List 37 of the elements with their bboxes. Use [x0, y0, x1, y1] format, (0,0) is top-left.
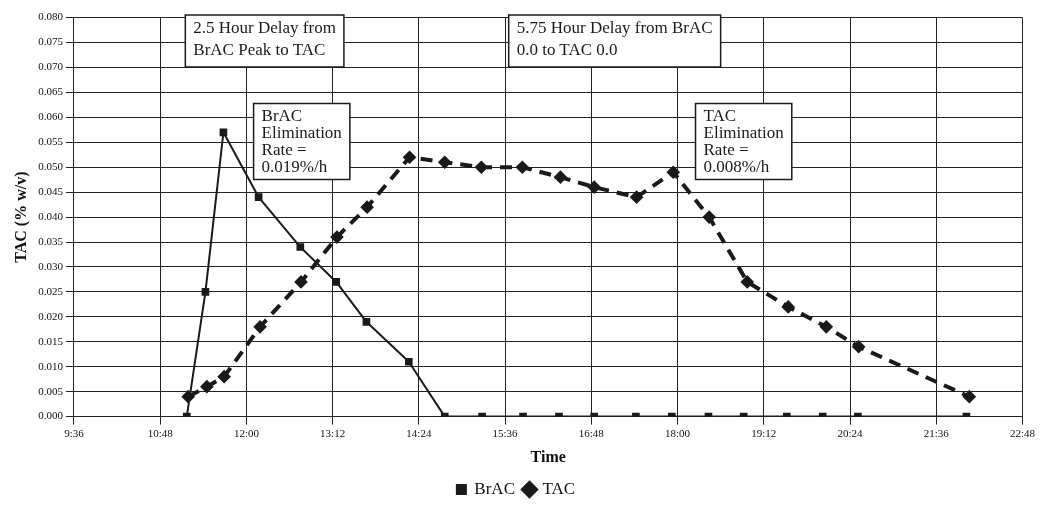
annotation: 2.5 Hour Delay from BrAC Peak to TAC — [193, 18, 336, 60]
y-tick-label: 0.060 — [38, 110, 64, 123]
annotation: BrAC Elimination Rate = 0.019%/h — [261, 106, 343, 177]
y-tick-label: 0.015 — [38, 334, 64, 347]
x-tick-label: 21:36 — [923, 427, 950, 440]
y-tick-label: 0.000 — [38, 409, 64, 422]
y-tick-label: 0.075 — [38, 35, 64, 48]
legend-label: TAC — [542, 478, 576, 498]
x-tick-label: 12:00 — [233, 427, 260, 440]
y-axis-title: TAC (% w/v) — [11, 171, 30, 263]
x-axis-title: Time — [530, 447, 566, 465]
y-tick-label: 0.030 — [38, 259, 64, 272]
y-tick-label: 0.040 — [38, 209, 64, 222]
x-tick-label: 22:48 — [1009, 427, 1036, 440]
y-tick-label: 0.050 — [38, 160, 64, 173]
y-tick-label: 0.005 — [38, 384, 64, 397]
y-tick-label: 0.045 — [38, 185, 64, 198]
y-tick-label: 0.020 — [38, 309, 64, 322]
annotation: 5.75 Hour Delay from BrAC 0.0 to TAC 0.0 — [516, 18, 713, 60]
x-tick-label: 19:12 — [751, 427, 777, 440]
y-tick-label: 0.080 — [38, 10, 64, 23]
x-tick-label: 9:36 — [64, 427, 85, 440]
y-tick-label: 0.070 — [38, 60, 64, 73]
y-tick-label: 0.035 — [38, 234, 64, 247]
y-tick-label: 0.065 — [38, 85, 64, 98]
legend-label: BrAC — [474, 478, 515, 498]
x-tick-label: 15:36 — [492, 427, 519, 440]
x-tick-label: 18:00 — [665, 427, 691, 440]
x-tick-label: 13:12 — [320, 427, 346, 440]
y-tick-label: 0.010 — [38, 359, 64, 372]
y-tick-label: 0.055 — [38, 135, 64, 148]
annotation: TAC Elimination Rate = 0.008%/h — [703, 106, 785, 177]
x-tick-label: 10:48 — [147, 427, 174, 440]
y-tick-label: 0.025 — [38, 284, 64, 297]
x-tick-label: 20:24 — [837, 427, 864, 440]
x-tick-label: 14:24 — [406, 427, 432, 440]
x-tick-label: 16:48 — [578, 427, 605, 440]
